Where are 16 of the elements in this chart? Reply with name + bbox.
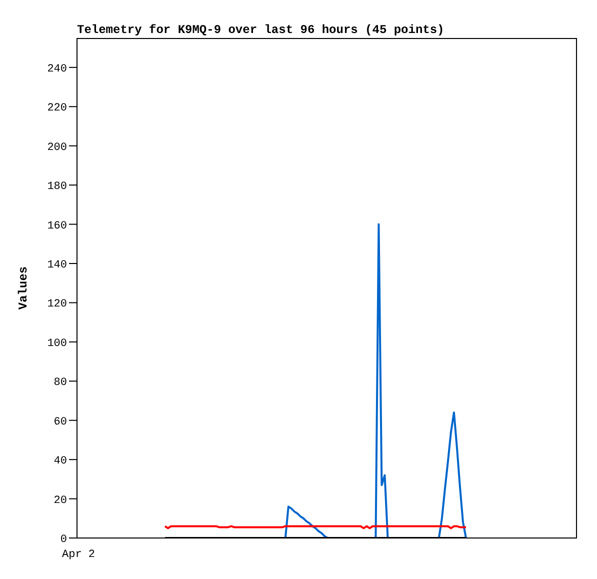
y-tick-label: 200 [47, 142, 67, 154]
y-tick-label: 60 [54, 416, 67, 428]
text: Apr 2 [62, 549, 96, 561]
y-tick-label: 240 [47, 63, 67, 76]
y-tick-label: 0 [60, 534, 67, 546]
y-tick-label: 140 [47, 259, 67, 272]
y-tick-label: 20 [54, 494, 67, 507]
y-tick-label: 160 [47, 220, 67, 232]
chart-title: Telemetry for K9MQ-9 over last 96 hours (45 points) [77, 23, 444, 37]
y-tick-label: 120 [47, 298, 67, 311]
y-tick-label: 220 [47, 102, 67, 115]
y-tick-label: 100 [47, 338, 67, 350]
y-axis-title: Values [16, 266, 30, 310]
y-tick-label: 180 [47, 181, 67, 194]
y-tick-label: 40 [54, 456, 67, 468]
y-tick-label: 80 [54, 377, 67, 390]
